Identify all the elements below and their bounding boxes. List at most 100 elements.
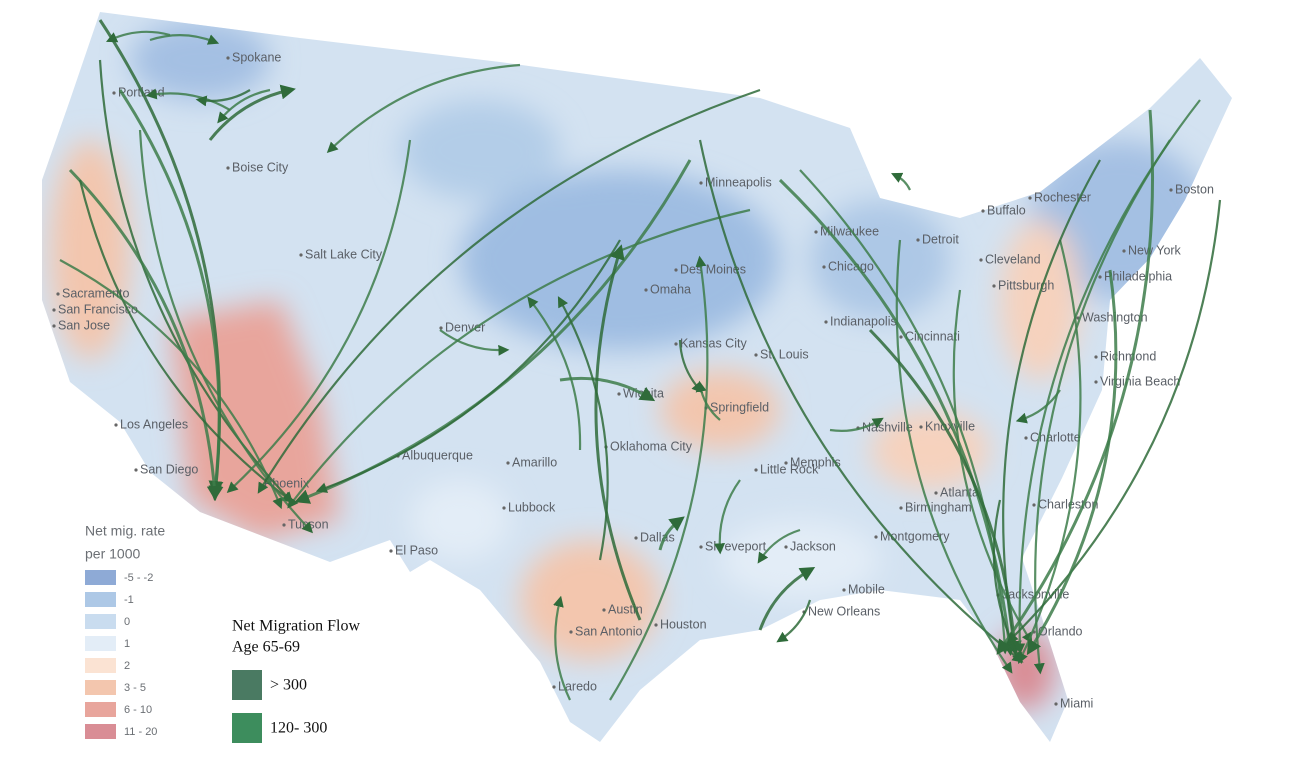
- flow-arrow: [757, 528, 801, 564]
- city-dot: [1122, 249, 1126, 253]
- city-dot: [1098, 275, 1102, 279]
- city-label: Springfield: [710, 400, 769, 414]
- city-dot: [502, 506, 506, 510]
- city-dot: [569, 630, 573, 634]
- flow-arrow: [891, 172, 911, 191]
- city-dot: [981, 209, 985, 213]
- legend-swatch: [85, 724, 116, 739]
- city-label: San Antonio: [575, 624, 642, 638]
- city-label: Knoxville: [925, 419, 975, 433]
- city-dot: [784, 545, 788, 549]
- flow-arrow: [527, 296, 582, 451]
- city-label: Buffalo: [987, 203, 1026, 217]
- flow-arrow: [1002, 159, 1101, 655]
- city-dot: [439, 326, 443, 330]
- city-label: Charleston: [1038, 497, 1098, 511]
- legend-swatch: [85, 702, 116, 717]
- city-dot: [822, 265, 826, 269]
- city-label: Indianapolis: [830, 314, 897, 328]
- flow-arrow: [609, 255, 709, 701]
- city-dot: [784, 461, 788, 465]
- flow-arrow: [895, 239, 1013, 674]
- flow-arrow: [287, 208, 751, 509]
- city-dot: [114, 423, 118, 427]
- legend-swatch: [85, 680, 116, 695]
- flow-arrow: [559, 376, 656, 402]
- city-dot: [112, 91, 116, 95]
- city-dot: [1169, 188, 1173, 192]
- migration-flows: [59, 19, 1222, 701]
- city-dot: [899, 506, 903, 510]
- flow-arrow: [217, 88, 271, 124]
- city-label: Amarillo: [512, 455, 557, 469]
- city-dot: [1094, 355, 1098, 359]
- city-label: Lubbock: [508, 500, 556, 514]
- flow-arrow: [758, 566, 816, 631]
- flow-arrow: [226, 139, 412, 494]
- city-label: Phoenix: [264, 476, 310, 490]
- city-label: Birmingham: [905, 500, 972, 514]
- city-label: Cincinnati: [905, 329, 960, 343]
- city-label: New York: [1128, 243, 1182, 257]
- city-label: Chicago: [828, 259, 874, 273]
- city-dot: [979, 258, 983, 262]
- city-label: San Jose: [58, 318, 110, 332]
- city-label: Milwaukee: [820, 224, 879, 238]
- city-dot: [674, 268, 678, 272]
- city-dot: [617, 392, 621, 396]
- city-label: Richmond: [1100, 349, 1156, 363]
- city-dot: [699, 181, 703, 185]
- city-dot: [1054, 702, 1058, 706]
- city-dot: [644, 288, 648, 292]
- city-label: Albuquerque: [402, 448, 473, 462]
- flow-arrow: [195, 89, 251, 107]
- flow-arrow: [594, 244, 642, 621]
- city-dot: [1024, 436, 1028, 440]
- city-label: Mobile: [848, 582, 885, 596]
- flow-arrow: [326, 63, 521, 154]
- flow-arrow: [1015, 389, 1061, 424]
- legend-title: Net mig. rate: [85, 523, 165, 539]
- city-dot: [134, 468, 138, 472]
- city-dot: [842, 588, 846, 592]
- flow-arrow: [829, 417, 884, 432]
- city-label: Spokane: [232, 50, 281, 64]
- city-dot: [634, 536, 638, 540]
- city-label: Salt Lake City: [305, 247, 383, 261]
- flow-arrow: [658, 516, 685, 551]
- city-label: New Orleans: [808, 604, 880, 618]
- city-label: Philadelphia: [1104, 269, 1172, 283]
- city-dot: [699, 545, 703, 549]
- flow-arrow: [59, 259, 283, 510]
- flow-arrow: [315, 239, 621, 493]
- flow-arrow: [698, 139, 1024, 663]
- city-dot: [992, 284, 996, 288]
- city-label: Rochester: [1034, 190, 1091, 204]
- legend-label: -5 - -2: [124, 572, 153, 584]
- city-dot: [282, 523, 286, 527]
- city-dot: [919, 425, 923, 429]
- flow-arrow: [996, 109, 1155, 655]
- city-dot: [874, 535, 878, 539]
- legend-label: 6 - 10: [124, 704, 152, 716]
- flow-arrow: [439, 329, 510, 356]
- city-label: Laredo: [558, 679, 597, 693]
- city-dot: [506, 461, 510, 465]
- city-label: Orlando: [1038, 624, 1083, 638]
- legend-swatch: [85, 658, 116, 673]
- city-dot: [814, 230, 818, 234]
- flow-arrow: [992, 499, 1022, 664]
- legend-label: 3 - 5: [124, 682, 146, 694]
- city-label: Charlotte: [1030, 430, 1081, 444]
- city-label: Detroit: [922, 232, 959, 246]
- city-label: San Francisco: [58, 302, 138, 316]
- city-label: Denver: [445, 320, 485, 334]
- legend-subtitle: per 1000: [85, 546, 140, 562]
- city-dot: [754, 353, 758, 357]
- city-dot: [1094, 380, 1098, 384]
- city-dot: [824, 320, 828, 324]
- city-label: Montgomery: [880, 529, 950, 543]
- flow-arrow: [557, 296, 609, 561]
- city-label: Boston: [1175, 182, 1214, 196]
- city-label: Oklahoma City: [610, 439, 693, 453]
